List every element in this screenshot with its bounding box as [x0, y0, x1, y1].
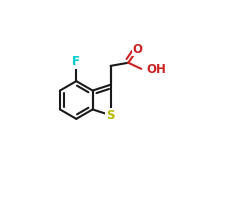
Text: OH: OH — [146, 63, 166, 76]
Text: S: S — [106, 109, 115, 122]
Text: O: O — [132, 43, 143, 56]
Text: F: F — [72, 55, 80, 68]
